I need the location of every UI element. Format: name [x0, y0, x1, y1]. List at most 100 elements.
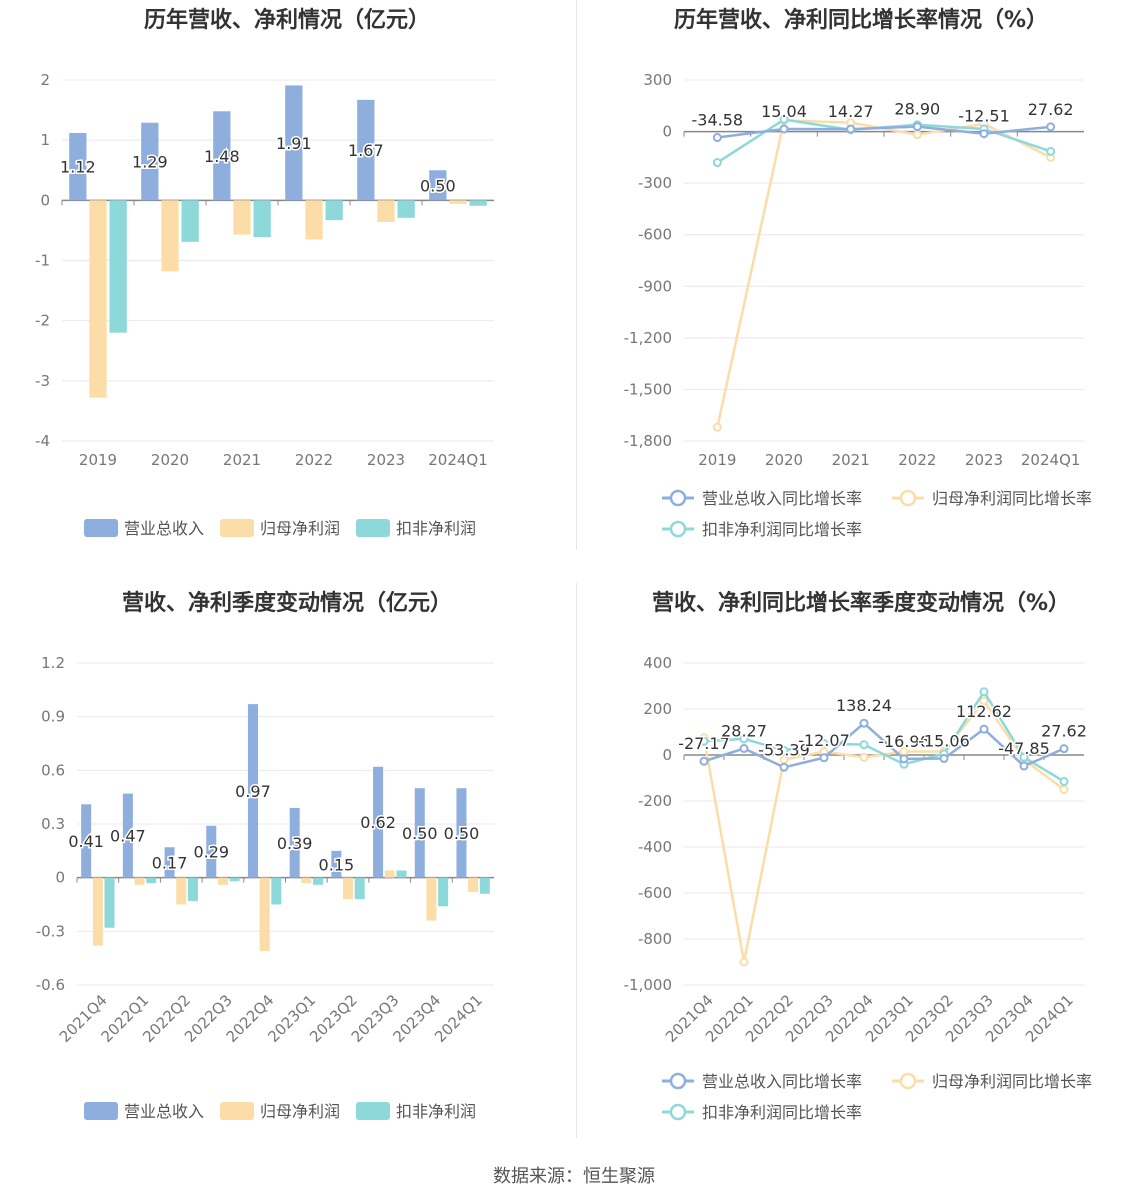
legend-swatch	[220, 519, 254, 537]
x-tick-label: 2019	[79, 451, 117, 469]
bar	[438, 877, 449, 907]
data-label: 14.27	[828, 102, 874, 121]
bar	[161, 200, 179, 272]
bar	[217, 877, 228, 885]
legend-label: 营业总收入同比增长率	[702, 1072, 862, 1091]
x-tick-label: 2023	[367, 451, 405, 469]
bar	[449, 200, 467, 204]
legend-swatch-marker	[899, 489, 917, 507]
bar	[122, 793, 133, 878]
bar	[229, 877, 240, 882]
data-label: 138.24	[836, 696, 892, 715]
data-point	[779, 762, 789, 772]
data-point	[859, 740, 869, 750]
legend-label: 营业总收入	[124, 519, 204, 538]
bar	[468, 877, 479, 892]
data-point	[912, 130, 922, 140]
data-point	[712, 158, 722, 168]
data-point	[979, 687, 989, 697]
bar	[414, 788, 425, 878]
data-point	[1059, 776, 1069, 786]
chart-title: 营收、净利同比增长率季度变动情况（%）	[651, 591, 1071, 616]
series-line	[716, 119, 1052, 428]
data-point	[859, 752, 869, 762]
y-tick-label: -300	[638, 174, 672, 192]
bar	[253, 200, 271, 238]
data-label: 0.39	[277, 834, 313, 853]
bar	[384, 870, 395, 878]
data-point	[1046, 122, 1056, 132]
x-tick-label: 2021	[832, 451, 870, 469]
data-point	[819, 739, 829, 748]
bar	[456, 788, 467, 878]
data-label: -15.06	[918, 731, 970, 750]
quarterly-revenue-profit-panel: 营收、净利季度变动情况（亿元） 1.2 0.9 0.6 0.3 0 -0.3 -0.6 202…	[0, 583, 574, 1158]
data-label: 0.29	[193, 843, 229, 862]
data-point	[712, 133, 722, 143]
data-point	[739, 734, 749, 744]
data-label: 27.62	[1041, 722, 1087, 741]
series-line	[703, 721, 1065, 769]
bar	[213, 111, 231, 201]
legend-swatch-marker	[669, 1072, 687, 1090]
bar	[289, 807, 300, 878]
legend-label: 扣非净利润	[396, 519, 476, 538]
data-point	[912, 122, 922, 132]
data-label: 0.62	[360, 813, 396, 832]
data-point	[846, 124, 856, 134]
x-tick-label: 2022	[295, 451, 333, 469]
data-label: 1.29	[132, 153, 168, 172]
legend-label: 营业总收入同比增长率	[702, 489, 862, 508]
data-label: -47.85	[998, 739, 1050, 758]
y-tick-label: -1	[35, 252, 50, 270]
data-point	[1059, 744, 1069, 754]
x-tick-label: 2022	[898, 451, 936, 469]
bar	[104, 877, 115, 928]
y-tick-label: -1,800	[624, 432, 672, 450]
bar	[357, 99, 375, 201]
chart-title: 历年营收、净利情况（亿元）	[143, 8, 430, 33]
data-source: 数据来源：恒生聚源	[493, 1166, 655, 1187]
data-label: 0.50	[402, 824, 438, 843]
y-tick-label: -4	[35, 432, 50, 450]
legend-swatch	[220, 1102, 254, 1120]
y-tick-label: -400	[638, 838, 672, 856]
y-tick-label: 200	[643, 700, 672, 718]
y-tick-label: -0.6	[36, 976, 65, 994]
y-tick-label: 300	[643, 71, 672, 89]
quarterly-line-chart: 4002000-200-400-600-800-1,0002021Q42022Q…	[624, 654, 1092, 1122]
legend-swatch-marker	[669, 489, 687, 507]
data-label: 0.47	[110, 827, 146, 846]
data-label: 28.90	[894, 100, 940, 119]
y-tick-label: 0	[55, 869, 65, 887]
y-tick-label: -800	[638, 930, 672, 948]
legend-label: 扣非净利润	[396, 1102, 476, 1121]
data-label: -34.58	[692, 111, 744, 130]
data-label: -12.51	[958, 107, 1010, 126]
divider	[576, 0, 577, 550]
bar	[305, 200, 323, 240]
bar	[181, 200, 199, 242]
y-tick-label: -3	[35, 372, 50, 390]
bar	[397, 200, 415, 218]
data-point	[779, 745, 789, 755]
data-label: 112.62	[956, 702, 1012, 721]
series-line	[703, 689, 1065, 783]
bar	[89, 200, 107, 398]
annual-growth-panel: 历年营收、净利同比增长率情况（%） 300 0 -300 -600 -900 -1,200…	[574, 0, 1148, 575]
data-point	[979, 129, 989, 139]
data-point	[899, 754, 909, 764]
data-label: 28.27	[721, 721, 767, 740]
bar	[69, 132, 87, 201]
y-tick-label: -900	[638, 277, 672, 295]
bar	[429, 170, 447, 201]
legend-swatch-marker	[669, 1103, 687, 1121]
data-point	[1019, 752, 1029, 762]
bar	[134, 877, 145, 885]
bar	[164, 847, 175, 878]
legend-label: 归母净利润同比增长率	[932, 489, 1092, 508]
legend-swatch-marker	[669, 520, 687, 538]
data-label: 0.41	[68, 832, 104, 851]
legend-swatch	[84, 519, 118, 537]
data-label: 27.62	[1028, 100, 1074, 119]
